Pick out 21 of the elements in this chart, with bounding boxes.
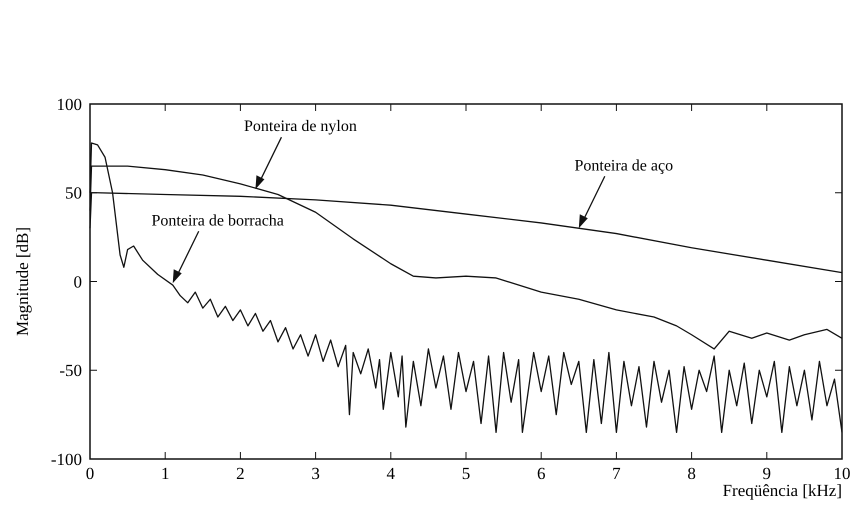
- x-tick-label: 9: [762, 464, 772, 483]
- y-tick-label: -50: [59, 361, 82, 380]
- x-tick-label: 4: [386, 464, 396, 483]
- x-tick-label: 0: [86, 464, 94, 483]
- y-tick-label: 0: [74, 272, 82, 292]
- x-tick-label: 1: [160, 464, 170, 483]
- x-tick-label: 10: [834, 464, 850, 483]
- annotation: Ponteira de borracha: [152, 212, 284, 230]
- x-tick-label: 5: [462, 464, 470, 483]
- x-tick-label: 7: [612, 464, 622, 483]
- annotation: Ponteira de nylon: [244, 118, 357, 136]
- x-tick-label: 2: [236, 464, 245, 483]
- y-tick-label: 100: [56, 94, 82, 114]
- x-axis-title: Freqüência [kHz]: [722, 481, 842, 500]
- x-tick-label: 3: [311, 464, 320, 483]
- annotation: Ponteira de aço: [574, 157, 674, 174]
- y-axis-title: Magnitude [dB]: [13, 226, 32, 336]
- x-tick-label: 6: [536, 464, 546, 483]
- x-tick-label: 8: [687, 464, 696, 483]
- y-tick-label: -100: [50, 450, 82, 469]
- y-tick-label: 50: [65, 184, 82, 203]
